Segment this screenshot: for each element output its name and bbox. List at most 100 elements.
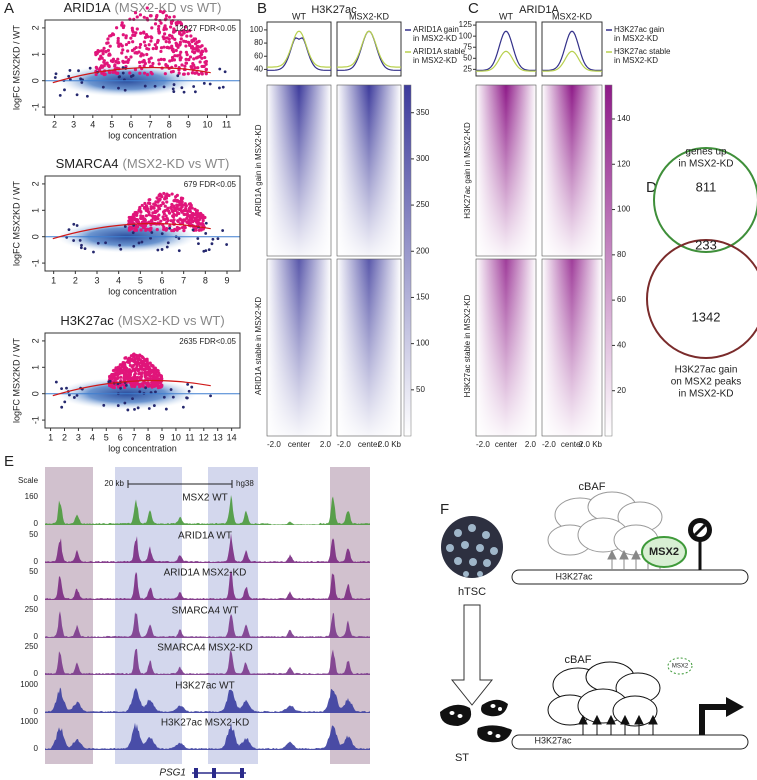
significant-point: [121, 33, 125, 37]
significant-point: [111, 32, 116, 37]
set-label: in MSX2-KD: [678, 389, 733, 400]
x-tick-label: -2.0: [337, 440, 351, 449]
significant-point: [153, 22, 158, 26]
significant-point: [144, 365, 148, 370]
outlier-point: [182, 90, 186, 94]
significant-point: [94, 72, 98, 77]
x-tick-label: 8: [203, 275, 208, 285]
x-tick-label: 5: [104, 432, 109, 442]
significant-point: [162, 212, 166, 216]
profile-line: [476, 50, 536, 72]
track-min: 0: [34, 707, 39, 716]
significant-point: [146, 207, 150, 211]
profile-line: [476, 30, 536, 71]
active-promoter-head: [726, 697, 744, 717]
significant-point: [142, 206, 147, 210]
track-min: 0: [34, 744, 39, 753]
significant-point: [170, 208, 174, 213]
coverage-track: [45, 495, 370, 525]
significant-point: [190, 45, 194, 49]
significant-point: [160, 195, 164, 199]
significant-point: [131, 40, 135, 44]
significant-point: [166, 218, 170, 223]
outlier-point: [136, 406, 140, 410]
significant-point: [137, 361, 141, 366]
venn-count: 233: [695, 237, 717, 252]
significant-point: [124, 55, 128, 59]
significant-point: [155, 40, 160, 44]
heatmap-frame: [336, 258, 402, 437]
profile-line: [337, 30, 401, 71]
track-max: 1000: [20, 717, 38, 726]
subtitle: (MSX2-KD vs WT): [115, 0, 222, 15]
significant-point: [128, 374, 132, 379]
significant-point: [104, 50, 108, 54]
colorbar-tick-label: 100: [617, 205, 631, 214]
outlier-point: [192, 85, 196, 88]
stop-slash: [693, 523, 707, 537]
outlier-point: [117, 86, 120, 90]
outlier-point: [123, 225, 127, 228]
significant-point: [155, 228, 159, 232]
significant-point: [132, 47, 136, 51]
outlier-point: [177, 249, 181, 253]
outlier-point: [121, 71, 125, 75]
significant-point: [161, 201, 165, 206]
coverage-track: [45, 648, 370, 675]
significant-point: [145, 362, 149, 366]
significant-point: [183, 25, 188, 29]
outlier-point: [225, 243, 229, 246]
y-tick-label: 1: [30, 365, 40, 370]
significant-point: [174, 41, 178, 45]
panel-title: ARID1A: [519, 4, 559, 16]
significant-point: [113, 376, 117, 380]
significant-point: [97, 57, 102, 61]
significant-point: [194, 71, 198, 75]
significant-point: [194, 228, 198, 232]
significant-point: [121, 361, 125, 365]
significant-point: [156, 204, 160, 208]
column-label: WT: [499, 11, 513, 21]
significant-point: [181, 72, 186, 76]
significant-point: [184, 44, 188, 48]
significant-point: [187, 57, 191, 62]
significant-point: [159, 46, 164, 50]
coverage-track: [45, 722, 370, 750]
significant-point: [150, 374, 154, 378]
significant-point: [172, 15, 176, 19]
significant-point: [170, 192, 174, 196]
trend-line: [52, 379, 211, 397]
significant-point: [138, 42, 143, 47]
x-tick-label: 4: [90, 119, 95, 129]
significant-point: [100, 56, 104, 60]
significant-point: [146, 35, 150, 39]
outlier-point: [223, 70, 227, 74]
x-tick-label: -2.0: [476, 440, 490, 449]
gene-exon: [194, 768, 198, 778]
significant-point: [178, 42, 182, 46]
significant-point: [175, 203, 179, 207]
significant-point: [128, 356, 132, 361]
significant-point: [149, 39, 153, 43]
significant-point: [179, 50, 183, 54]
y-tick-label: 1: [30, 52, 40, 57]
significant-point: [203, 47, 207, 51]
x-tick-label: 10: [202, 119, 212, 129]
row-label: H3K27ac stable in MSX2-KD: [463, 294, 472, 397]
significant-point: [167, 209, 171, 213]
panel-label: C: [468, 0, 479, 17]
outlier-point: [131, 231, 135, 235]
profile-line: [542, 50, 602, 72]
outlier-point: [92, 250, 95, 254]
x-tick-label: 1: [48, 432, 53, 442]
title: H3K27ac: [60, 313, 114, 328]
x-tick-label: 2.0 Kb: [378, 440, 402, 449]
y-tick-label: -1: [30, 259, 40, 267]
significant-point: [138, 13, 143, 17]
outlier-point: [177, 237, 181, 240]
legend-label: in MSX2-KD: [614, 56, 658, 65]
significant-point: [172, 218, 176, 222]
significant-point: [172, 212, 176, 217]
significant-point: [188, 209, 192, 214]
significant-point: [130, 28, 135, 33]
